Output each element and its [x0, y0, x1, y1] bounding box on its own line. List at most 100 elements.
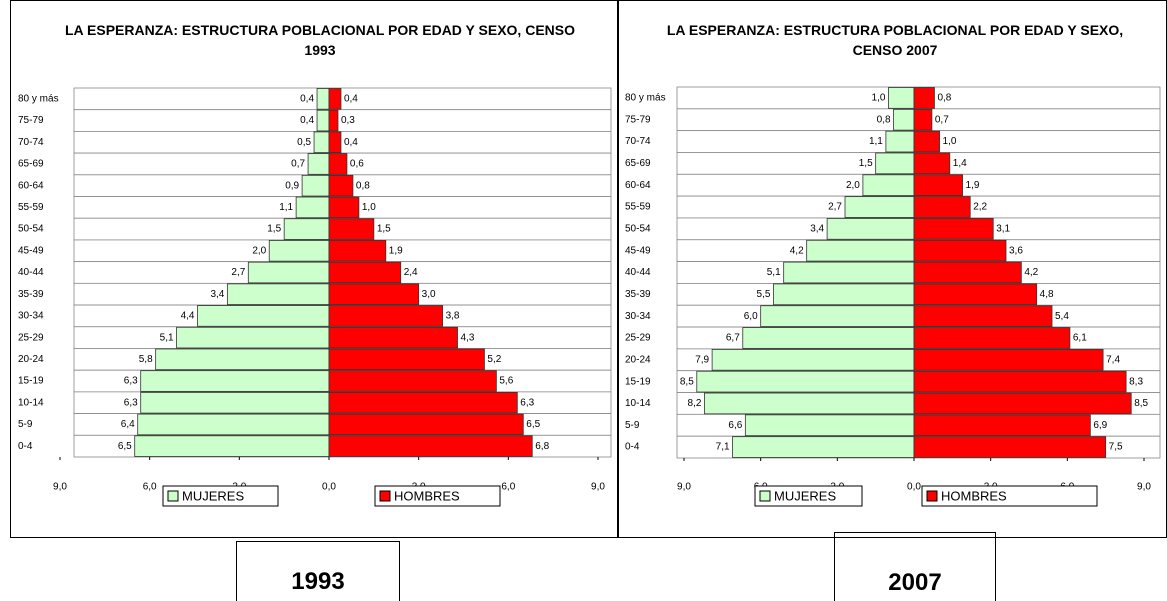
y-tick-label: 40-44 [18, 267, 44, 278]
data-label: 0,8 [937, 93, 951, 104]
y-tick-label: 5-9 [18, 419, 33, 430]
bar [913, 218, 994, 240]
y-tick-label: 40-44 [625, 267, 651, 278]
data-label: 6,9 [1093, 420, 1107, 431]
bar [155, 348, 330, 371]
bar [744, 414, 915, 437]
x-tick-label: 9,0 [1137, 482, 1151, 493]
data-label: 0,4 [344, 93, 358, 104]
y-tick-label: 75-79 [18, 115, 44, 126]
bar [913, 327, 1071, 349]
bar [913, 414, 1091, 437]
chart-frame [10, 0, 618, 538]
data-label: 1,9 [966, 180, 980, 191]
data-label: 6,5 [526, 419, 540, 430]
data-label: 1,9 [389, 245, 403, 256]
legend-label: MUJERES [774, 488, 836, 503]
data-label: 4,4 [181, 311, 195, 322]
bar [316, 88, 330, 110]
legend-label: HOMBRES [394, 488, 460, 503]
y-tick-label: 70-74 [18, 137, 44, 148]
y-tick-label: 65-69 [18, 159, 44, 170]
legend-swatch [926, 490, 938, 502]
bar [711, 348, 915, 371]
bar [742, 327, 915, 349]
bar [197, 305, 330, 327]
bar [313, 131, 330, 154]
y-tick-label: 10-14 [625, 398, 651, 409]
bar [328, 435, 533, 457]
bar [696, 370, 915, 393]
data-label: 5,6 [499, 376, 513, 387]
data-label: 4,2 [1024, 267, 1038, 278]
data-label: 0,7 [291, 159, 305, 170]
y-tick-label: 35-39 [625, 289, 651, 300]
data-label: 1,5 [267, 224, 281, 235]
bar [328, 109, 339, 132]
row-band [73, 87, 612, 111]
data-label: 5,4 [1055, 311, 1069, 322]
data-label: 8,2 [688, 398, 702, 409]
bar [875, 152, 915, 175]
data-label: 0,4 [344, 137, 358, 148]
x-tick-label: 6,0 [143, 482, 157, 493]
data-label: 8,5 [1134, 398, 1148, 409]
y-tick-label: 25-29 [625, 333, 651, 344]
data-label: 3,8 [446, 311, 460, 322]
legend-box [374, 485, 501, 507]
data-label: 3,6 [1009, 245, 1023, 256]
chart-title: LA ESPERANZA: ESTRUCTURA POBLACIONAL POR… [64, 22, 575, 58]
bar [806, 239, 915, 262]
bar [134, 435, 330, 457]
bar [885, 130, 915, 153]
data-label: 3,1 [996, 223, 1010, 234]
data-label: 4,8 [1040, 289, 1054, 300]
data-label: 3,4 [810, 223, 824, 234]
legend-label: MUJERES [182, 488, 244, 503]
data-label: 5,1 [160, 332, 174, 343]
data-label: 0,8 [877, 114, 891, 125]
bar [913, 130, 940, 153]
data-label: 5,8 [139, 354, 153, 365]
data-label: 1,0 [362, 202, 376, 213]
bar [328, 283, 420, 305]
data-label: 2,2 [973, 202, 987, 213]
data-label: 1,1 [869, 136, 883, 147]
bar [913, 370, 1127, 393]
bar [328, 240, 387, 262]
y-tick-label: 55-59 [625, 202, 651, 213]
data-label: 2,0 [846, 180, 860, 191]
data-label: 2,0 [252, 245, 266, 256]
legend-box [162, 485, 279, 507]
bar [247, 261, 330, 284]
bar [913, 261, 1022, 284]
x-tick-label: 9,0 [591, 482, 605, 493]
row-band [73, 131, 612, 154]
data-label: 1,5 [377, 224, 391, 235]
data-label: 1,5 [859, 158, 873, 169]
bar [913, 87, 935, 109]
data-label: 5,1 [767, 267, 781, 278]
legend-swatch [759, 490, 771, 502]
legend-box [754, 485, 863, 507]
y-tick-label: 15-19 [625, 376, 651, 387]
data-label: 7,1 [716, 442, 730, 453]
bar [295, 196, 330, 219]
y-tick-label: 35-39 [18, 289, 44, 300]
y-tick-label: 20-24 [18, 354, 44, 365]
y-tick-label: 0-4 [625, 442, 640, 453]
legend-box [921, 485, 1098, 507]
bar [328, 153, 348, 175]
data-label: 7,9 [695, 354, 709, 365]
y-tick-label: 20-24 [625, 354, 651, 365]
bar [328, 348, 485, 371]
x-tick-label: 0,0 [322, 482, 336, 493]
y-tick-label: 80 y más [625, 93, 666, 104]
bar [283, 218, 330, 240]
bar [328, 261, 402, 284]
data-label: 5,2 [487, 354, 501, 365]
data-label: 6,0 [744, 311, 758, 322]
bar [783, 261, 915, 284]
data-label: 0,3 [341, 115, 355, 126]
